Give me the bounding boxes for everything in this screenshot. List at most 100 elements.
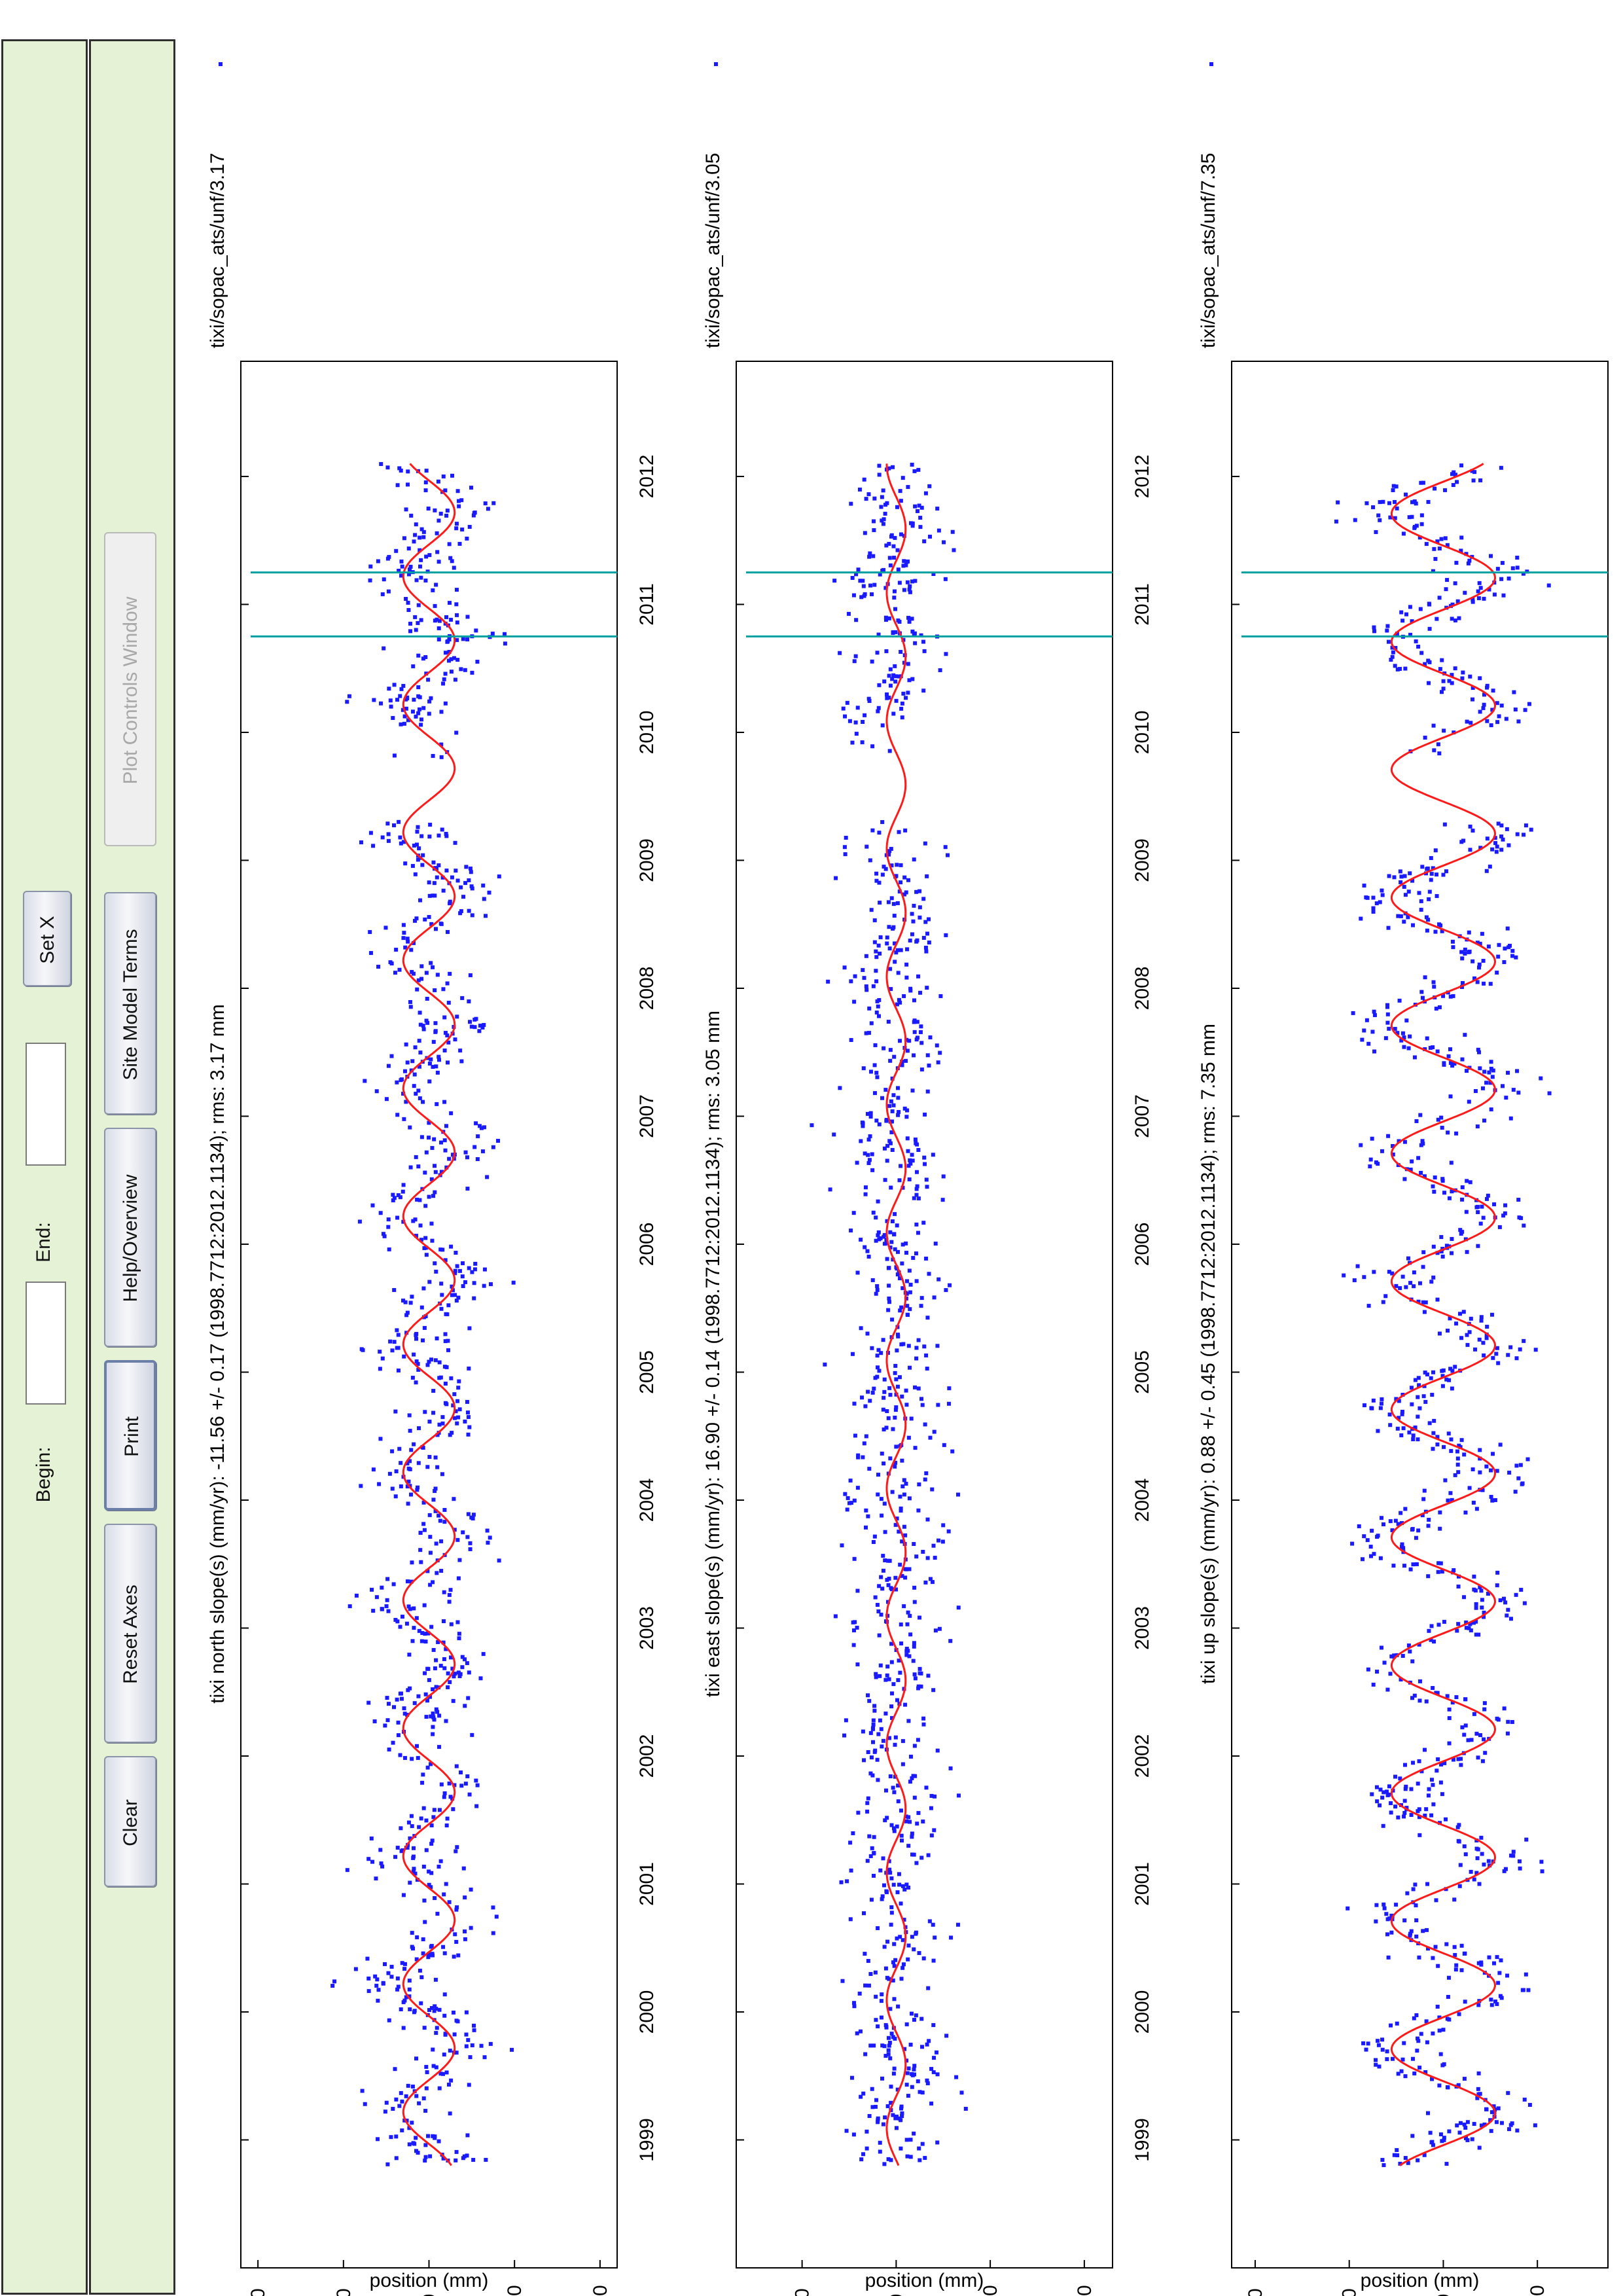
data-point (901, 1938, 905, 1943)
data-point (1520, 1988, 1525, 1992)
end-input[interactable] (26, 1043, 66, 1166)
data-point (1463, 590, 1467, 595)
data-point (421, 1937, 425, 1942)
data-point (899, 1305, 904, 1310)
data-point (470, 670, 474, 675)
data-point (1419, 1143, 1423, 1147)
data-point (876, 1778, 880, 1782)
data-point (1478, 1221, 1483, 1226)
data-point (402, 1354, 406, 1359)
begin-input[interactable] (26, 1282, 66, 1405)
site-model-terms-button[interactable]: Site Model Terms (104, 892, 156, 1115)
data-point (880, 1894, 885, 1899)
data-point (1400, 1031, 1405, 1035)
data-point (395, 1215, 400, 1220)
data-point (416, 1461, 421, 1465)
data-point (1454, 1131, 1459, 1136)
data-point (442, 1666, 447, 1670)
data-point (914, 1187, 919, 1191)
data-point (381, 1232, 385, 1236)
data-point (410, 2084, 415, 2089)
data-point (869, 1021, 874, 1026)
data-point (435, 550, 440, 554)
data-point (863, 713, 867, 717)
data-point (398, 1624, 402, 1629)
data-point (866, 1983, 871, 1988)
data-point (883, 618, 888, 622)
data-point (365, 1956, 370, 1961)
data-point (876, 632, 881, 637)
data-point (906, 2066, 911, 2071)
data-point (917, 1482, 921, 1486)
data-point (875, 1354, 880, 1358)
data-point (453, 1268, 457, 1273)
data-point (423, 480, 428, 485)
data-point (456, 1295, 461, 1300)
print-button[interactable]: Print (104, 1360, 156, 1511)
data-point (1501, 837, 1505, 842)
data-point (872, 583, 877, 587)
data-point (414, 578, 419, 583)
data-point (1432, 547, 1436, 551)
data-point (874, 1672, 878, 1676)
data-point (1366, 2041, 1370, 2046)
clear-button[interactable]: Clear (104, 1756, 156, 1887)
data-point (1489, 1494, 1493, 1499)
data-point (386, 589, 391, 594)
data-point (900, 2111, 904, 2115)
data-point (448, 1433, 452, 1437)
data-point (1426, 1524, 1431, 1528)
data-point (1408, 1281, 1413, 1285)
data-point (1499, 848, 1504, 852)
data-point (1420, 996, 1425, 1000)
data-point (449, 1622, 454, 1626)
reset-axes-button[interactable]: Reset Axes (104, 1524, 156, 1743)
data-point (901, 691, 906, 696)
data-point (1450, 1251, 1454, 1255)
data-point (419, 717, 423, 722)
help-overview-button[interactable]: Help/Overview (104, 1128, 156, 1347)
data-point (861, 2091, 866, 2096)
data-point (899, 1062, 904, 1067)
data-point (1370, 1136, 1374, 1141)
data-point (1445, 578, 1450, 583)
data-point (405, 696, 410, 701)
data-point (1421, 1300, 1425, 1304)
data-point (442, 1951, 447, 1956)
data-point (886, 2052, 891, 2056)
data-point (1489, 2003, 1494, 2007)
data-point (463, 1419, 467, 1424)
data-point (452, 2032, 457, 2037)
data-point (903, 1702, 908, 1707)
data-point (404, 507, 408, 512)
data-point (482, 1267, 487, 1272)
data-point (1471, 1467, 1475, 1472)
data-point (910, 462, 914, 467)
data-point (1416, 1528, 1421, 1533)
data-point (932, 1295, 936, 1300)
data-point (810, 1123, 814, 1128)
data-point (865, 1809, 870, 1814)
data-point (395, 1987, 400, 1992)
data-point (866, 1138, 871, 1142)
data-point (1515, 2128, 1520, 2133)
data-point (1475, 941, 1480, 945)
data-point (1456, 1470, 1461, 1475)
data-point (466, 1696, 471, 1700)
data-point (1437, 547, 1442, 551)
data-point (905, 1049, 910, 1053)
data-point (378, 1367, 382, 1371)
data-point (412, 1626, 416, 1630)
data-point (457, 1407, 462, 1412)
data-point (915, 1142, 919, 1147)
data-point (867, 554, 872, 559)
data-point (460, 1655, 465, 1659)
data-point (886, 1583, 891, 1587)
set-x-button[interactable]: Set X (23, 891, 71, 986)
data-point (859, 1238, 863, 1242)
data-point (1387, 1270, 1391, 1274)
data-point (438, 1664, 443, 1668)
data-point (1410, 1402, 1414, 1407)
data-point (435, 1911, 440, 1916)
data-point (1460, 956, 1465, 961)
